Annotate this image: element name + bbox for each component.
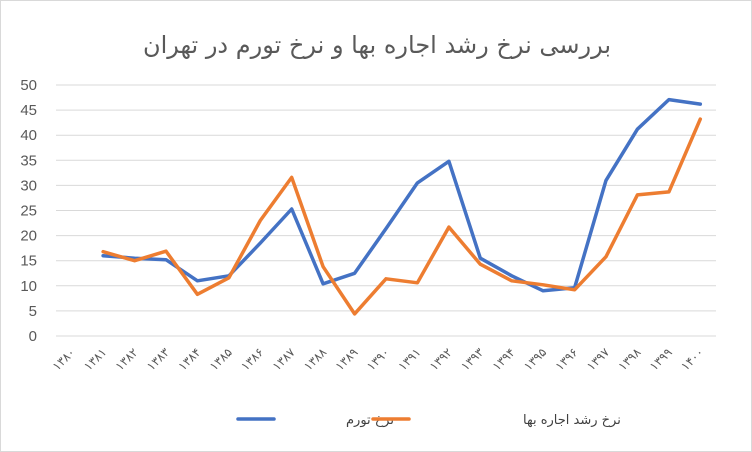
y-tick-label: 10 <box>20 278 37 295</box>
x-tick-label: ۱۳۸۹ <box>333 345 361 373</box>
y-tick-label: 40 <box>20 127 37 144</box>
legend-label-2: نرخ رشد اجاره بها <box>523 413 621 428</box>
x-tick-label: ۱۳۹۲ <box>427 345 455 373</box>
x-tick-label: ۱۳۸۲ <box>113 345 141 373</box>
legend: نرخ تورم نرخ رشد اجاره بها <box>236 413 621 428</box>
y-tick-label: 0 <box>29 328 37 345</box>
series-line-2 <box>101 117 703 316</box>
y-tick-label: 45 <box>20 102 37 119</box>
x-tick-label: ۱۳۹۰ <box>364 345 392 373</box>
x-tick-label: ۱۳۸۶ <box>238 345 266 373</box>
x-tick-label: ۱۳۸۰ <box>50 345 78 373</box>
y-tick-label: 50 <box>20 77 37 94</box>
x-tick-label: ۱۳۸۷ <box>270 345 299 374</box>
x-tick-label: ۱۳۸۳ <box>144 345 173 374</box>
y-tick-label: 15 <box>20 253 37 270</box>
y-tick-label: 30 <box>20 177 37 194</box>
x-tick-label: ۱۳۹۴ <box>490 345 518 373</box>
x-tick-label: ۱۳۹۱ <box>395 345 423 373</box>
series-line-1 <box>101 97 703 293</box>
x-tick-label: ۱۳۹۹ <box>647 345 675 373</box>
x-tick-label: ۱۳۹۵ <box>521 345 549 373</box>
y-tick-label: 20 <box>20 228 37 245</box>
x-tick-label: ۱۳۹۶ <box>553 345 581 373</box>
x-tick-label: ۱۳۸۸ <box>301 345 330 374</box>
legend-label-1: نرخ تورم <box>346 413 394 428</box>
chart-title: بررسی نرخ رشد اجاره بها و نرخ تورم در ته… <box>143 31 611 59</box>
x-tick-label: ۱۳۹۸ <box>615 345 644 374</box>
x-tick-label: ۱۳۸۱ <box>81 345 109 373</box>
y-tick-label: 5 <box>29 303 37 320</box>
x-tick-label: ۱۴۰۰ <box>678 345 706 373</box>
x-tick-label: ۱۳۸۵ <box>207 345 235 373</box>
x-tick-label: ۱۳۸۴ <box>175 345 203 373</box>
x-tick-label: ۱۳۹۷ <box>584 345 613 374</box>
y-tick-label: 35 <box>20 152 37 169</box>
y-axis-tick-labels: 0 5 10 15 20 25 30 35 40 45 50 <box>20 77 37 345</box>
y-tick-label: 25 <box>20 203 37 220</box>
x-axis-tick-labels: ۱۳۸۰ ۱۳۸۱ ۱۳۸۲ ۱۳۸۳ ۱۳۸۴ ۱۳۸۵ ۱۳۸۶ ۱۳۸۷ ۱۳۸۸ ۱۳۸۹… <box>50 345 707 374</box>
series-lines <box>101 97 703 316</box>
gridlines <box>56 84 716 337</box>
x-tick-label: ۱۳۹۳ <box>458 345 487 374</box>
